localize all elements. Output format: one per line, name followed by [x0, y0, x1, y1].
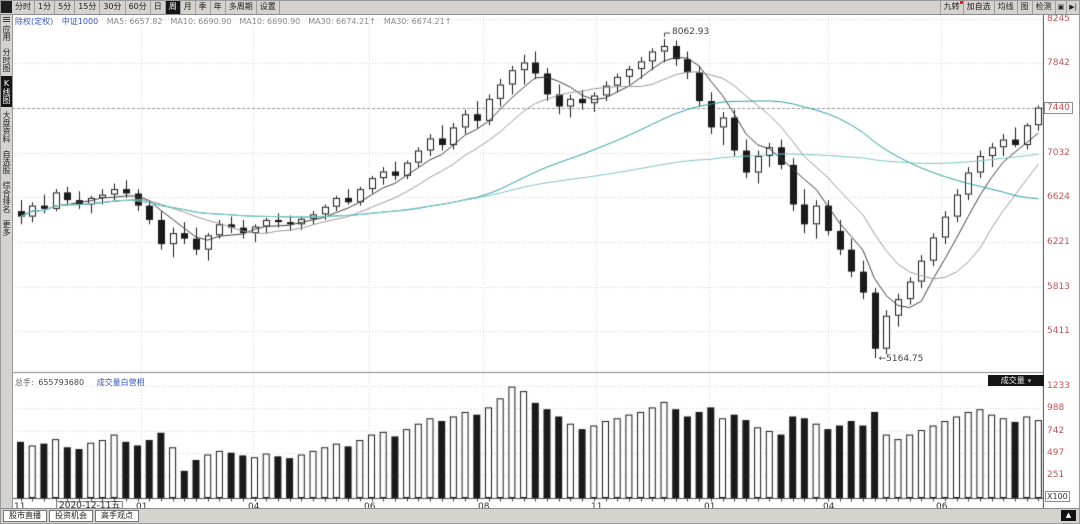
sidebar-menu-icon[interactable]: [3, 17, 10, 18]
date-tick-label: 11: [14, 502, 26, 512]
period-tab-季[interactable]: 季: [195, 1, 211, 14]
sidebar-items: 应用分时图 K线图大盘资料自选股综合排名更多: [1, 22, 12, 239]
bottom-tab-投资机会[interactable]: 投资机会: [49, 510, 93, 522]
volume-tick-label: 497: [1047, 447, 1065, 458]
adjust-mode-label[interactable]: 除权(定权): [15, 17, 54, 26]
symbol-label: 中证1000: [61, 17, 99, 26]
date-tick-label: 11: [591, 502, 603, 512]
screenshot-icon[interactable]: ▣: [1054, 1, 1067, 14]
volume-indicator-selector[interactable]: 成交量 ▾: [988, 375, 1044, 386]
sidebar-item-K线图[interactable]: K线图: [1, 76, 12, 107]
page-forward-icon[interactable]: ▶|: [1066, 1, 1079, 14]
sidebar-item-更多[interactable]: 更多: [2, 220, 11, 236]
right-tools: 九转 加自选 均线图检测 ▣ ▶|: [939, 1, 1079, 14]
ma-values: MA5: 6657.82 MA10: 6690.90 MA10: 6690.90 MA…: [107, 17, 460, 26]
top-toolbar: 分时 1分 5分 15分 30分 60分日周月季年多周期 设置 九转 加自选 均线图检测 ▣ ▶|: [1, 1, 1079, 15]
bottom-tab-高手观点[interactable]: 高手观点: [95, 510, 139, 522]
total-volume-label: 总手:: [15, 378, 34, 387]
price-tick-label: 5813: [1047, 281, 1070, 292]
bottom-tabs: 股市直播 投资机会 高手观点: [3, 510, 141, 522]
date-tick-label: 04: [248, 502, 260, 512]
app-menu-icon[interactable]: [1, 1, 12, 13]
ma-value: MA10: 6690.90: [239, 17, 301, 26]
ma-value: MA10: 6690.90: [170, 17, 232, 26]
sidebar-item-分时图[interactable]: 分时图: [2, 48, 11, 72]
high-annotation: 8062.93: [672, 27, 710, 38]
left-sidebar: 应用分时图 K线图大盘资料自选股综合排名更多: [1, 14, 13, 509]
tool-button-加自选[interactable]: 加自选: [962, 1, 994, 14]
volume-selector-label: 成交量: [1000, 376, 1025, 385]
volume-tick-label: 1233: [1047, 381, 1070, 392]
sidebar-item-大盘资料[interactable]: 大盘资料: [2, 111, 11, 143]
scroll-top-button[interactable]: ▲: [1061, 510, 1076, 521]
date-tick-label: 01: [136, 502, 148, 512]
sidebar-item-综合排名[interactable]: 综合排名: [2, 181, 11, 213]
date-tick-label: 08: [478, 502, 490, 512]
date-tick-label: 04: [823, 502, 835, 512]
period-tab-年[interactable]: 年: [210, 1, 226, 14]
volume-unit-label: X100: [1045, 491, 1070, 502]
price-tick-label: 6221: [1047, 236, 1070, 247]
new-badge: [959, 1, 963, 4]
volume-header: 总手: 655793680 成交量白营相: [15, 377, 145, 388]
volume-tick-label: 251: [1047, 470, 1065, 481]
volume-indicator-link[interactable]: 成交量白营相: [96, 378, 145, 387]
period-tab-1分[interactable]: 1分: [35, 1, 56, 14]
toolbar-spacer: [280, 1, 940, 14]
date-tick-label: 06: [936, 502, 948, 512]
sidebar-item-自选股[interactable]: 自选股: [2, 150, 11, 174]
low-annotation: ←5164.75: [878, 354, 924, 365]
period-tab-日[interactable]: 日: [150, 1, 166, 14]
chevron-down-icon: ▾: [1027, 376, 1032, 385]
sidebar-item-应用[interactable]: 应用: [2, 25, 11, 41]
tool-button-均线[interactable]: 均线: [993, 1, 1017, 14]
price-tick-label: 7032: [1047, 147, 1070, 158]
indicator-bar: 除权(定权) 中证1000 MA5: 6657.82 MA10: 6690.90 M…: [15, 16, 459, 27]
chart-area: 除权(定权) 中证1000 MA5: 6657.82 MA10: 6690.90 M…: [12, 14, 1079, 512]
period-tab-30分[interactable]: 30分: [100, 1, 126, 14]
volume-tick-label: 988: [1047, 403, 1065, 414]
date-tick-label: 06: [364, 502, 376, 512]
period-tab-分时[interactable]: 分时: [12, 1, 35, 14]
period-tab-15分[interactable]: 15分: [75, 1, 101, 14]
ma-value: MA30: 6674.21↑: [308, 17, 376, 26]
tool-button-九转[interactable]: 九转: [939, 1, 963, 14]
bottom-tab-bar: 股市直播 投资机会 高手观点 ▲: [1, 508, 1079, 523]
period-tab-设置[interactable]: 设置: [256, 1, 280, 14]
price-tick-label: 6624: [1047, 192, 1070, 203]
tool-button-图[interactable]: 图: [1016, 1, 1032, 14]
period-tab-月[interactable]: 月: [180, 1, 196, 14]
period-tab-5分[interactable]: 5分: [55, 1, 76, 14]
price-tick-label: 8245: [1047, 14, 1070, 24]
date-tick-label: 01: [704, 502, 716, 512]
total-volume-value: 655793680: [38, 378, 85, 387]
price-tick-label: 5411: [1047, 326, 1070, 336]
price-tick-label: 7842: [1047, 58, 1070, 69]
period-tab-周[interactable]: 周: [165, 1, 181, 14]
volume-tick-label: 742: [1047, 425, 1065, 436]
current-price-label: 7440: [1044, 101, 1073, 114]
period-tab-60分[interactable]: 60分: [125, 1, 151, 14]
kline-chart-canvas[interactable]: [12, 14, 1044, 511]
period-tabs: 分时 1分 5分 15分 30分 60分日周月季年多周期 设置: [12, 1, 280, 14]
period-tab-多周期[interactable]: 多周期: [225, 1, 257, 14]
bottom-tab-股市直播[interactable]: 股市直播: [3, 510, 47, 522]
ma-value: MA30: 6674.21↑: [383, 17, 452, 26]
tool-button-检测[interactable]: 检测: [1031, 1, 1055, 14]
ma-value: MA5: 6657.82: [106, 17, 163, 26]
